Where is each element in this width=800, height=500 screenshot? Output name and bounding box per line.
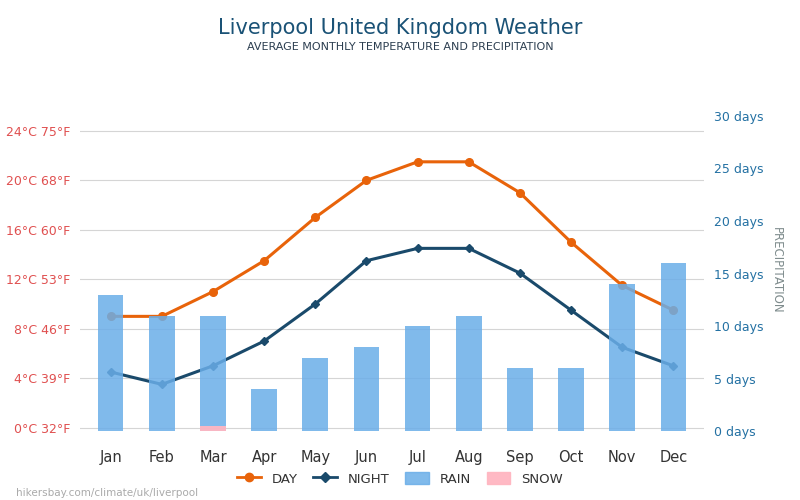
DAY: [413, 159, 422, 165]
NIGHT: [669, 363, 678, 369]
DAY: [566, 239, 576, 245]
Line: DAY: DAY: [107, 158, 677, 320]
Bar: [149, 316, 174, 432]
Bar: [98, 294, 123, 432]
NIGHT: [362, 258, 371, 264]
Bar: [456, 316, 482, 432]
DAY: [157, 314, 166, 320]
NIGHT: [259, 338, 269, 344]
Y-axis label: PRECIPITATION: PRECIPITATION: [770, 226, 782, 314]
DAY: [208, 288, 218, 294]
Bar: [405, 326, 430, 432]
Text: AVERAGE MONTHLY TEMPERATURE AND PRECIPITATION: AVERAGE MONTHLY TEMPERATURE AND PRECIPIT…: [246, 42, 554, 52]
Bar: [200, 316, 226, 432]
NIGHT: [413, 246, 422, 252]
Bar: [251, 389, 277, 432]
Bar: [200, 426, 226, 432]
Bar: [661, 263, 686, 432]
Text: Liverpool United Kingdom Weather: Liverpool United Kingdom Weather: [218, 18, 582, 38]
DAY: [618, 282, 627, 288]
NIGHT: [464, 246, 474, 252]
DAY: [669, 307, 678, 313]
Legend: DAY, NIGHT, RAIN, SNOW: DAY, NIGHT, RAIN, SNOW: [232, 467, 568, 491]
NIGHT: [618, 344, 627, 350]
DAY: [106, 314, 115, 320]
DAY: [362, 178, 371, 184]
DAY: [515, 190, 525, 196]
Line: NIGHT: NIGHT: [107, 245, 677, 388]
NIGHT: [157, 382, 166, 388]
Bar: [354, 347, 379, 432]
Bar: [558, 368, 584, 432]
NIGHT: [515, 270, 525, 276]
Bar: [302, 358, 328, 432]
NIGHT: [566, 307, 576, 313]
Text: hikersbay.com/climate/uk/liverpool: hikersbay.com/climate/uk/liverpool: [16, 488, 198, 498]
DAY: [259, 258, 269, 264]
NIGHT: [106, 369, 115, 375]
NIGHT: [208, 363, 218, 369]
NIGHT: [310, 301, 320, 307]
DAY: [464, 159, 474, 165]
Bar: [610, 284, 635, 432]
Bar: [507, 368, 533, 432]
DAY: [310, 214, 320, 220]
